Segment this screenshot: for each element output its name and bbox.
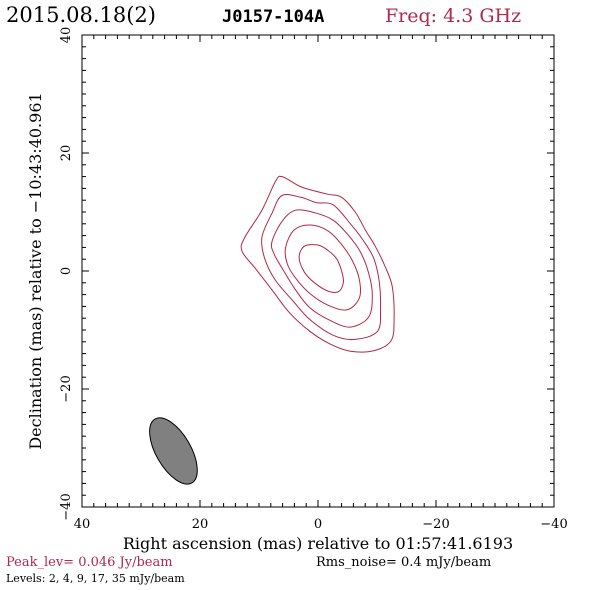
frequency-label: Freq: 4.3 GHz [385,5,521,27]
x-tick-labels: 40 20 0 −20 −40 [74,517,568,532]
y-tick-label: 40 [59,27,74,44]
peak-level: Peak_lev= 0.046 Jy/beam [6,555,173,570]
y-tick-labels: −40 −20 0 20 40 [59,27,74,521]
x-tick-label: −40 [540,517,567,532]
contour-levels-text: Levels: 2, 4, 9, 17, 35 mJy/beam [6,572,185,585]
beam-ellipse-group [149,417,198,485]
x-tick-label: 20 [192,517,209,532]
y-axis-label: Declination (mas) relative to −10:43:40.… [26,92,45,449]
contour-level-2 [261,193,382,341]
x-tick-label: 0 [314,517,322,532]
source-name: J0157-104A [222,7,324,27]
beam-ellipse [149,417,198,485]
x-axis-label: Right ascension (mas) relative to 01:57:… [123,534,513,553]
y-tick-label: −20 [59,375,74,402]
y-tick-label: −40 [59,493,74,520]
contour-level-4 [284,224,362,311]
x-tick-label: 40 [74,517,91,532]
y-tick-label: 0 [59,267,74,275]
contour-level-3 [270,209,373,328]
rms-noise: Rms_noise= 0.4 mJy/beam [316,555,491,570]
observation-date: 2015.08.18(2) [6,3,156,27]
y-tick-label: 20 [59,145,74,162]
x-tick-label: −20 [422,517,449,532]
contour-level-5 [298,244,345,293]
axis-ticks [81,34,555,508]
contour-levels [240,175,395,353]
contour-level-1 [240,175,395,353]
